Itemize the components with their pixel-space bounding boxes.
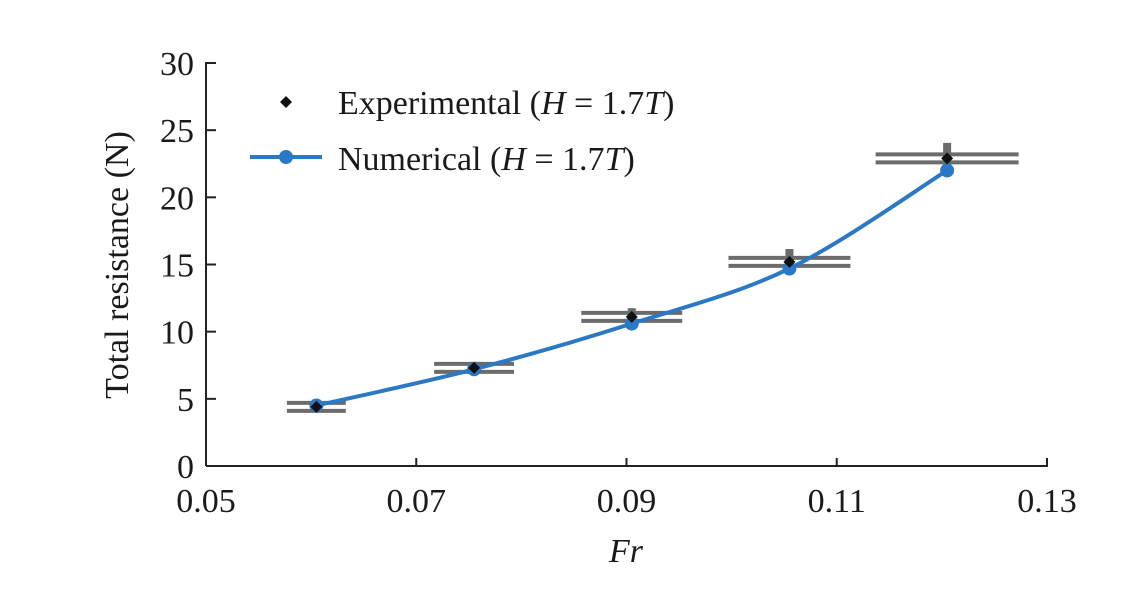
experimental-point [468,361,481,374]
experimental-point [941,152,954,165]
y-tick-label: 30 [160,46,194,83]
legend-marker-diamond-icon [280,96,292,108]
y-ticks: 0 5 10 15 20 25 30 [160,46,216,486]
legend-item-numerical: Numerical (H = 1.7T) [250,141,635,178]
legend: Experimental (H = 1.7T) Numerical (H = 1… [250,85,674,178]
legend-label-experimental: Experimental (H = 1.7T) [338,85,674,122]
numerical-point [624,316,639,331]
y-tick-label: 0 [177,449,194,486]
legend-item-experimental: Experimental (H = 1.7T) [280,85,674,122]
y-tick-label: 25 [160,113,194,150]
experimental-point [783,255,796,268]
numerical-point [940,163,955,178]
y-tick-label: 20 [160,180,194,217]
numerical-point [782,261,797,276]
y-tick-label: 5 [177,382,194,419]
legend-label-numerical: Numerical (H = 1.7T) [338,141,635,178]
x-tick-label: 0.05 [176,483,236,520]
y-tick-label: 15 [160,248,194,285]
x-tick-label: 0.07 [387,483,447,520]
y-axis-label: Total resistance (N) [99,131,136,399]
x-ticks: 0.05 0.07 0.09 0.11 0.13 [176,458,1077,520]
x-tick-label: 0.11 [808,483,866,520]
x-axis-label: Fr [608,533,644,570]
legend-marker-circle-icon [279,150,293,164]
experimental-point [625,310,638,323]
axes [205,62,1048,467]
series-layer [286,142,1019,413]
numerical-series-line [315,168,949,408]
experimental-point [310,400,323,413]
x-tick-label: 0.13 [1017,483,1077,520]
y-tick-label: 10 [160,315,194,352]
x-tick-label: 0.09 [597,483,657,520]
